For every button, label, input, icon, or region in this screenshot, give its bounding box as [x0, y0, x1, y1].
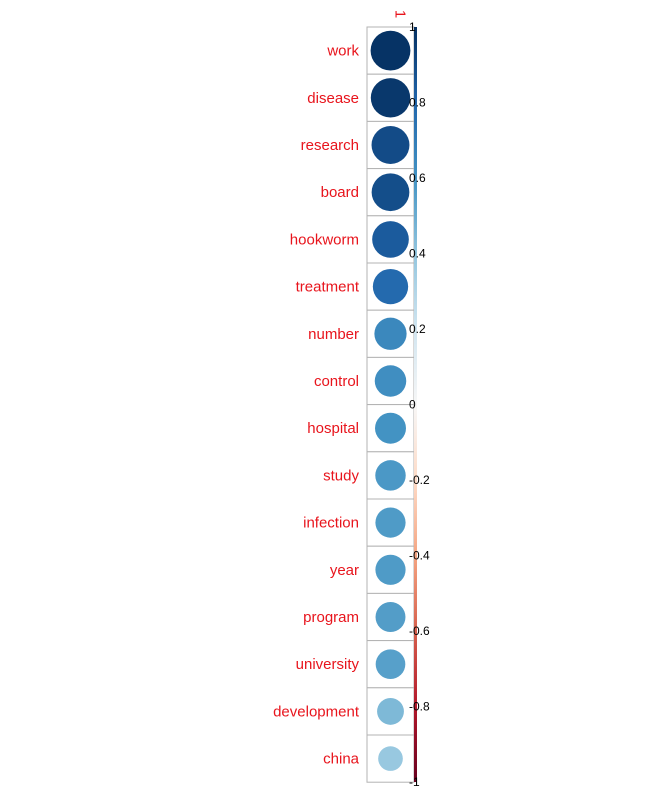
correlation-circle-hospital [375, 412, 406, 444]
row-label-infection: infection [303, 515, 359, 532]
correlation-circle-university [375, 649, 406, 680]
correlation-circle-study [375, 460, 406, 491]
colorbar-tick-label: -1 [409, 775, 420, 789]
correlation-circle-number [374, 317, 407, 350]
colorbar-tick-label: -0.6 [409, 624, 430, 638]
correlation-circle-disease [370, 78, 411, 118]
row-label-university: university [296, 656, 360, 673]
row-label-research: research [301, 137, 359, 154]
colorbar-tick-label: 1 [409, 20, 416, 34]
correlation-circle-year [375, 554, 406, 585]
row-labels: work disease research board hookworm treatmen… [273, 43, 360, 768]
correlation-circle-china [378, 746, 403, 771]
colorbar-tick-label: 0 [409, 398, 416, 412]
row-label-hookworm: hookworm [290, 231, 359, 248]
correlation-circle-hookworm [372, 221, 409, 258]
colorbar-tick-label: 0.6 [409, 171, 426, 185]
colorbar-bar [414, 27, 417, 782]
correlation-circle-treatment [372, 268, 409, 305]
row-label-study: study [323, 467, 359, 484]
correlation-circle-control [374, 365, 407, 397]
colorbar-tick-label: -0.2 [409, 473, 430, 487]
colorbar [414, 27, 417, 782]
colorbar-tick-label: -0.8 [409, 700, 430, 714]
correlation-circle-board [371, 173, 410, 212]
colorbar-tick-label: -0.4 [409, 549, 430, 563]
row-label-disease: disease [307, 90, 359, 107]
colorbar-tick-label: 0.2 [409, 322, 426, 336]
correlation-circle-infection [375, 507, 406, 538]
row-label-number: number [308, 326, 359, 343]
correlation-circle-work [370, 30, 411, 71]
column-labels: 1 [392, 10, 409, 18]
row-label-year: year [330, 562, 359, 579]
correlation-circle-research [371, 126, 410, 164]
colorbar-tick-label: 0.4 [409, 247, 426, 261]
colorbar-tick-labels: 1 0.8 0.6 0.4 0.2 0 -0.2 -0.4 -0.6 -0.8 -1 [409, 20, 430, 789]
correlation-circle-development [377, 697, 404, 725]
row-label-hospital: hospital [307, 420, 359, 437]
row-label-treatment: treatment [296, 279, 360, 296]
row-label-board: board [321, 184, 359, 201]
row-label-program: program [303, 609, 359, 626]
correlation-marks [370, 30, 411, 771]
row-label-work: work [326, 43, 359, 60]
grid-cell-university [366, 640, 415, 689]
column-label: 1 [392, 10, 409, 18]
row-label-china: china [323, 751, 360, 768]
row-label-development: development [273, 703, 360, 720]
correlation-circle-program [375, 602, 406, 632]
row-label-control: control [314, 373, 359, 390]
colorbar-tick-label: 0.8 [409, 96, 426, 110]
